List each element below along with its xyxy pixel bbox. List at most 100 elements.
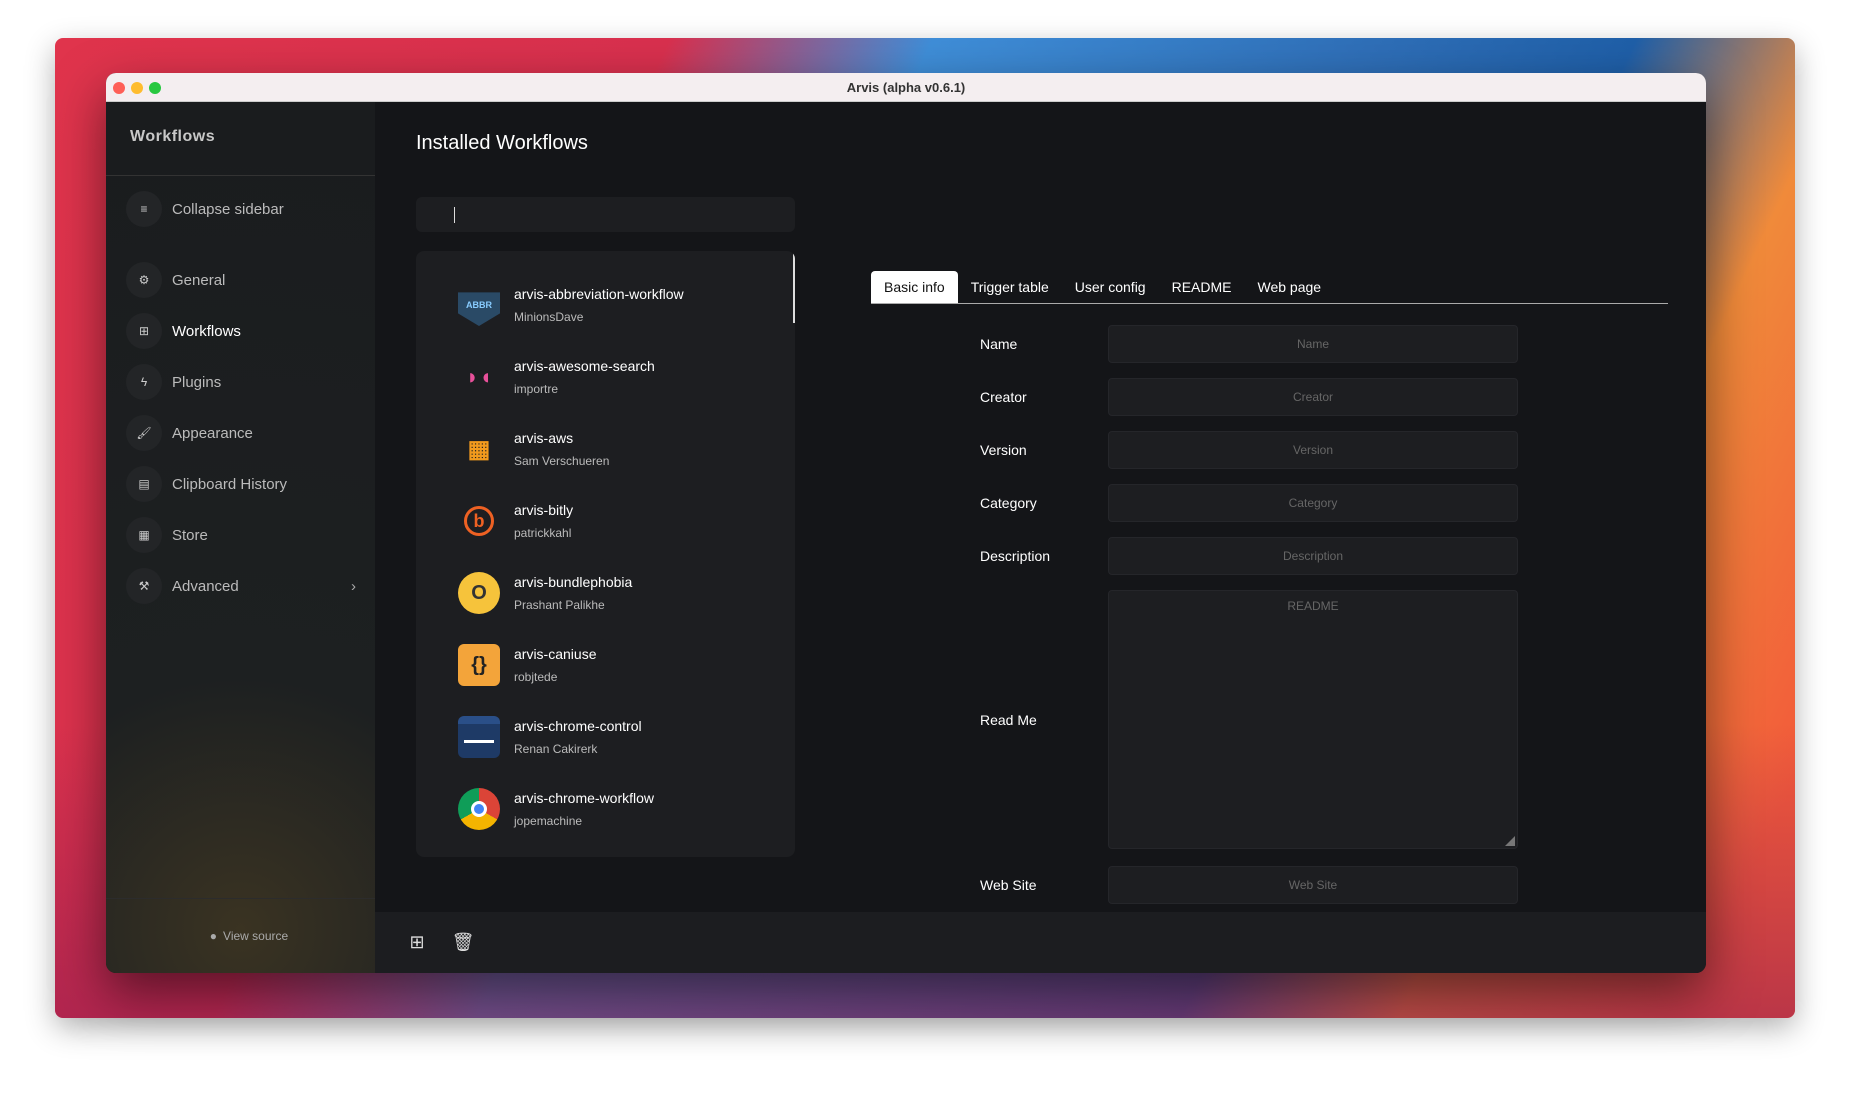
trash-icon: 🗑 [451, 931, 475, 952]
sidebar-title: Workflows [130, 128, 216, 145]
close-button[interactable] [113, 82, 125, 94]
workflow-name: arvis-chrome-control [514, 718, 642, 734]
creator-label: Creator [980, 389, 1027, 405]
github-icon: ● [209, 929, 218, 943]
divider [106, 898, 375, 899]
workflow-author: robjtede [514, 670, 558, 684]
title-bar: Arvis (alpha v0.6.1) [106, 73, 1706, 102]
bitly-icon: b [464, 506, 494, 536]
divider [106, 175, 375, 176]
bottom-toolbar: ⊞ 🗑 [375, 912, 1706, 973]
tab-readme[interactable]: README [1171, 279, 1232, 295]
browser-window-icon [458, 716, 500, 758]
workflow-name: arvis-caniuse [514, 646, 597, 662]
store-icon: ▦ [126, 517, 162, 553]
list-item[interactable]: ▦ arvis-aws Sam Verschueren [416, 413, 795, 485]
chevron-right-icon: › [351, 577, 356, 595]
braces-icon: {} [458, 644, 500, 686]
minimize-button[interactable] [131, 82, 143, 94]
sidebar-item-label: Workflows [172, 322, 241, 340]
category-field[interactable]: Category [1108, 484, 1518, 522]
paint-roller-icon: 🖌 [126, 415, 162, 451]
scrollbar[interactable] [793, 251, 795, 323]
view-source-button[interactable]: ● View source [194, 921, 304, 951]
tab-bar: Basic info Trigger table User config REA… [871, 271, 1668, 304]
sidebar-item-general[interactable]: ⚙ General [126, 262, 356, 298]
tab-trigger-table[interactable]: Trigger table [970, 279, 1049, 295]
main-content: Installed Workflows ABBR arvis-abbreviati… [375, 102, 1706, 973]
workflow-name: arvis-bitly [514, 502, 574, 518]
tab-web-page[interactable]: Web page [1257, 279, 1322, 295]
sidebar-item-advanced[interactable]: ⚒ Advanced › [126, 568, 356, 604]
version-label: Version [980, 442, 1027, 458]
collapse-sidebar-button[interactable]: ≡ Collapse sidebar [126, 191, 356, 227]
grid-plus-icon: ⊞ [409, 931, 425, 952]
workflow-author: Prashant Palikhe [514, 598, 605, 612]
bolt-icon: ϟ [126, 364, 162, 400]
wrench-icon: ⚒ [126, 568, 162, 604]
sidebar-item-clipboard-history[interactable]: ▤ Clipboard History [126, 466, 356, 502]
zoom-button[interactable] [149, 82, 161, 94]
search-input[interactable] [416, 197, 795, 232]
sidebar-item-label: Plugins [172, 373, 222, 391]
sidebar-item-appearance[interactable]: 🖌 Appearance [126, 415, 356, 451]
sidebar-item-store[interactable]: ▦ Store [126, 517, 356, 553]
grid-icon: ⊞ [126, 313, 162, 349]
creator-field[interactable]: Creator [1108, 378, 1518, 416]
readme-textarea[interactable]: README [1108, 590, 1518, 849]
workflow-name: arvis-bundlephobia [514, 574, 633, 590]
window-title: Arvis (alpha v0.6.1) [846, 80, 966, 95]
sidebar: Workflows ≡ Collapse sidebar ⚙ General ⊞ Wo… [106, 102, 375, 973]
tab-user-config[interactable]: User config [1074, 279, 1146, 295]
gear-icon: ⚙ [126, 262, 162, 298]
app-window: Arvis (alpha v0.6.1) Workflows ≡ Collapse… [106, 73, 1706, 973]
sidebar-item-plugins[interactable]: ϟ Plugins [126, 364, 356, 400]
sidebar-item-label: Appearance [172, 424, 253, 442]
description-label: Description [980, 548, 1051, 564]
readme-placeholder: README [1287, 599, 1339, 613]
list-item[interactable]: ◗◖ arvis-awesome-search importre [416, 341, 795, 413]
resize-handle[interactable] [1505, 836, 1515, 846]
sidebar-item-label: Clipboard History [172, 475, 288, 493]
tab-basic-info[interactable]: Basic info [871, 271, 958, 303]
page-title: Installed Workflows [416, 132, 588, 154]
workflow-author: patrickkahl [514, 526, 572, 540]
name-label: Name [980, 336, 1018, 352]
category-label: Category [980, 495, 1037, 511]
workflow-author: Renan Cakirerk [514, 742, 598, 756]
workflow-author: Sam Verschueren [514, 454, 610, 468]
workflow-author: importre [514, 382, 559, 396]
sidebar-item-label: Store [172, 526, 208, 544]
description-field[interactable]: Description [1108, 537, 1518, 575]
collapse-label: Collapse sidebar [172, 200, 284, 218]
view-source-label: View source [223, 929, 289, 943]
list-item[interactable]: ABBR arvis-abbreviation-workflow MinionsDa… [416, 269, 795, 341]
sidebar-item-label: General [172, 271, 226, 289]
sidebar-item-label: Advanced [172, 577, 239, 595]
list-item[interactable]: {} arvis-caniuse robjtede [416, 629, 795, 701]
list-item[interactable]: arvis-chrome-control Renan Cakirerk [416, 701, 795, 773]
add-workflow-button[interactable]: ⊞ [405, 930, 429, 954]
version-field[interactable]: Version [1108, 431, 1518, 469]
workflow-author: MinionsDave [514, 310, 584, 324]
menu-icon: ≡ [126, 191, 162, 227]
workflow-name: arvis-awesome-search [514, 358, 655, 374]
workflow-list[interactable]: ABBR arvis-abbreviation-workflow MinionsDa… [416, 251, 795, 857]
abbreviation-icon: ABBR [458, 292, 500, 326]
list-item[interactable]: arvis-chrome-workflow jopemachine [416, 773, 795, 845]
scream-emoji-icon: O [458, 572, 500, 614]
text-caret [454, 207, 455, 223]
aws-icon: ▦ [467, 435, 491, 463]
website-label: Web Site [980, 877, 1037, 893]
clipboard-icon: ▤ [126, 466, 162, 502]
readme-label: Read Me [980, 712, 1037, 728]
list-item[interactable]: b arvis-bitly patrickkahl [416, 485, 795, 557]
name-field[interactable]: Name [1108, 325, 1518, 363]
workflow-name: arvis-chrome-workflow [514, 790, 655, 806]
chrome-icon [458, 788, 500, 830]
delete-workflow-button[interactable]: 🗑 [451, 930, 475, 954]
workflow-name: arvis-aws [514, 430, 574, 446]
website-field[interactable]: Web Site [1108, 866, 1518, 904]
sidebar-item-workflows[interactable]: ⊞ Workflows [126, 313, 356, 349]
